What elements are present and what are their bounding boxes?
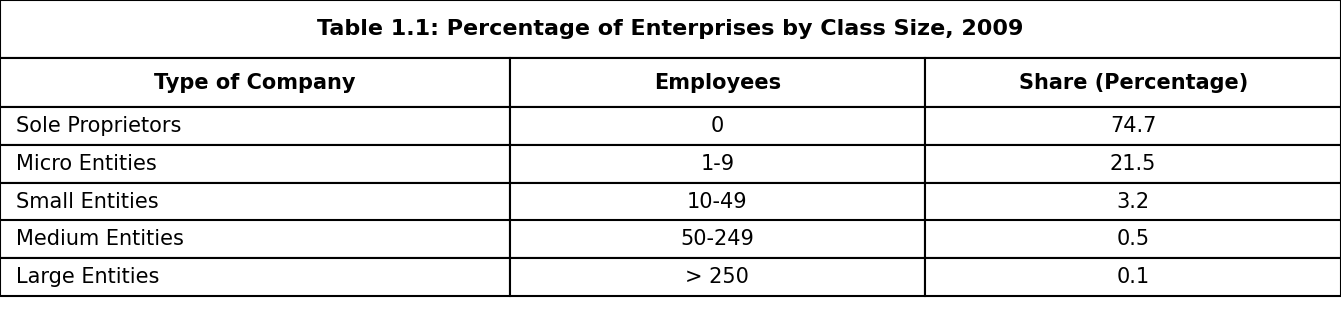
Bar	[0, 107, 510, 145]
Text: Employees: Employees	[654, 73, 780, 93]
Text: Type of Company: Type of Company	[154, 73, 355, 93]
Bar	[925, 220, 1341, 258]
Bar	[510, 145, 925, 183]
Bar	[510, 107, 925, 145]
Text: > 250: > 250	[685, 267, 750, 287]
Text: Sole Proprietors: Sole Proprietors	[16, 116, 181, 136]
Bar	[0, 183, 510, 220]
Bar	[510, 258, 925, 296]
Bar	[925, 145, 1341, 183]
Bar	[510, 58, 925, 107]
Text: 50-249: 50-249	[680, 229, 755, 249]
Text: 21.5: 21.5	[1110, 154, 1156, 174]
Text: Medium Entities: Medium Entities	[16, 229, 184, 249]
Text: 0.5: 0.5	[1117, 229, 1149, 249]
Bar	[510, 183, 925, 220]
Text: 3.2: 3.2	[1117, 192, 1149, 212]
Bar	[0, 58, 510, 107]
Text: 0: 0	[711, 116, 724, 136]
Text: 74.7: 74.7	[1110, 116, 1156, 136]
Text: Share (Percentage): Share (Percentage)	[1019, 73, 1247, 93]
Bar	[0, 0, 1341, 58]
Bar	[925, 258, 1341, 296]
Bar	[0, 258, 510, 296]
Text: 10-49: 10-49	[687, 192, 748, 212]
Bar	[0, 220, 510, 258]
Bar	[510, 220, 925, 258]
Text: Large Entities: Large Entities	[16, 267, 160, 287]
Text: Micro Entities: Micro Entities	[16, 154, 157, 174]
Bar	[925, 58, 1341, 107]
Text: Table 1.1: Percentage of Enterprises by Class Size, 2009: Table 1.1: Percentage of Enterprises by …	[318, 19, 1023, 39]
Text: 1-9: 1-9	[700, 154, 735, 174]
Text: Small Entities: Small Entities	[16, 192, 158, 212]
Bar	[0, 145, 510, 183]
Bar	[925, 183, 1341, 220]
Text: 0.1: 0.1	[1117, 267, 1149, 287]
Bar	[925, 107, 1341, 145]
